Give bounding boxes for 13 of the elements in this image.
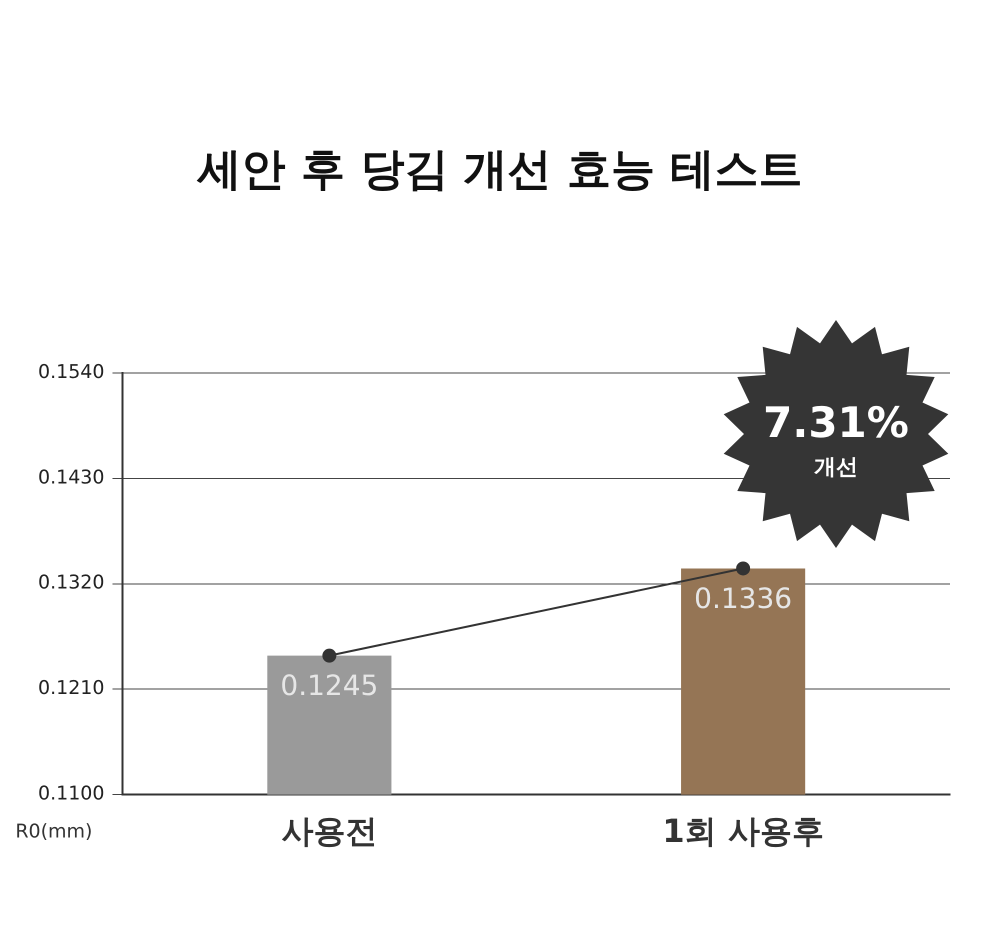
- data-label: 0.1245: [280, 668, 378, 702]
- y-axis-title: R0(mm): [15, 820, 92, 843]
- x-tick-label: 사용전: [281, 812, 378, 850]
- y-tick-label: 0.1100: [38, 782, 104, 805]
- annotation: 개선: [813, 454, 859, 482]
- chart-title: 세안 후 당김 개선 효능 테스트: [196, 143, 804, 197]
- x-tick-label: 1회 사용후: [662, 812, 824, 850]
- y-tick-label: 0.1430: [38, 466, 104, 488]
- y-tick-label: 0.1210: [38, 677, 104, 700]
- y-tick-label: 0.1540: [38, 360, 104, 383]
- annotation: 7.31%: [762, 398, 910, 447]
- data-label: 0.1336: [694, 582, 792, 615]
- y-tick-label: 0.1320: [38, 572, 104, 594]
